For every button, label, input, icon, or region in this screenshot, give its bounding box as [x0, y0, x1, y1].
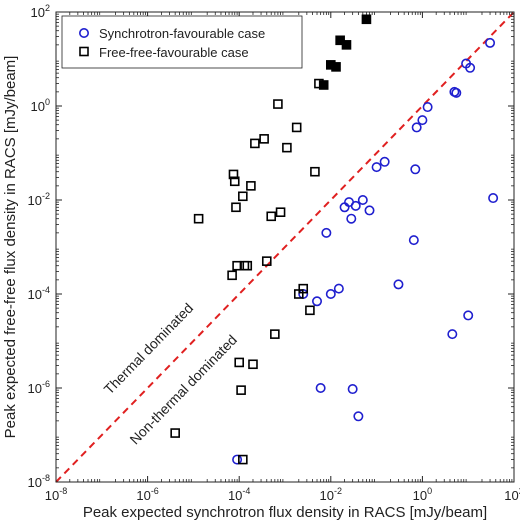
- synchrotron-point: [364, 205, 375, 216]
- synchrotron-point: [333, 283, 344, 294]
- legend-marker-freefree: [79, 46, 89, 57]
- synchrotron-point: [417, 115, 428, 126]
- synchrotron-point: [451, 87, 462, 98]
- free-free-point: [305, 305, 315, 316]
- synchrotron-point: [488, 193, 499, 204]
- synchrotron-point: [312, 296, 323, 307]
- legend-label-synchrotron: Synchrotron-favourable case: [99, 26, 265, 41]
- free-free-point: [170, 428, 180, 438]
- free-free-point: [231, 202, 241, 213]
- free-free-point: [275, 207, 286, 218]
- free-free-point: [236, 385, 246, 395]
- free-free-point: [273, 99, 283, 109]
- free-free-point: [246, 181, 256, 191]
- free-free-point: [238, 454, 248, 465]
- synchrotron-point: [350, 200, 361, 211]
- free-free-point: [298, 283, 309, 294]
- y-tick-label: 10-2: [28, 191, 50, 208]
- free-free-point-filled: [318, 80, 329, 90]
- ticks-layer: 10-8 10-6 10-4 10-2 100 102 10-8 10-6 10-4 10-2 10…: [28, 3, 520, 503]
- synchrotron-point: [465, 62, 476, 73]
- synchrotron-point: [411, 122, 422, 133]
- synchrotron-point: [232, 454, 243, 465]
- reference-line-y-equals-x: [55, 11, 515, 483]
- synchrotron-point: [422, 102, 433, 113]
- legend-marker-synchrotron: [79, 27, 90, 38]
- x-tick-label: 10-2: [320, 486, 342, 503]
- y-axis-label: Peak expected free-free flux density in …: [2, 56, 19, 439]
- free-free-point: [266, 211, 277, 222]
- x-tick-label: 10-4: [228, 486, 250, 503]
- x-tick-label: 10-6: [136, 486, 158, 503]
- synchrotron-point: [315, 382, 326, 393]
- free-free-point-filled: [361, 14, 372, 25]
- y-tick-label: 10-4: [28, 285, 50, 302]
- synchrotron-point: [325, 288, 336, 299]
- y-tick-label: 100: [31, 97, 50, 114]
- x-tick-label: 102: [504, 486, 520, 503]
- synchrotron-point: [353, 411, 364, 422]
- legend-box: [61, 15, 303, 69]
- synchrotron-point: [463, 310, 474, 321]
- free-free-point: [261, 256, 272, 266]
- synchrotron-point: [346, 213, 357, 224]
- synchrotron-point: [347, 384, 358, 395]
- synchrotron-point: [408, 235, 419, 246]
- data-points-layer: [170, 14, 499, 465]
- y-tick-label: 102: [31, 3, 50, 20]
- synchrotron-point: [357, 195, 368, 206]
- legend: Synchrotron-favourable case Free-free-fa…: [61, 15, 303, 69]
- free-free-point: [291, 122, 302, 133]
- free-free-point: [259, 134, 269, 144]
- synchrotron-point: [485, 37, 496, 48]
- synchrotron-point: [447, 329, 458, 340]
- free-free-point: [227, 270, 237, 281]
- free-free-point: [310, 166, 320, 177]
- free-free-point-filled: [341, 40, 352, 50]
- legend-label-freefree: Free-free-favourable case: [99, 45, 249, 60]
- free-free-point: [193, 213, 204, 224]
- free-free-point-filled: [331, 62, 341, 72]
- free-free-point: [229, 176, 240, 187]
- free-free-point: [234, 357, 244, 368]
- synchrotron-point: [410, 164, 421, 175]
- free-free-point: [270, 329, 280, 339]
- x-axis-label: Peak expected synchrotron flux density i…: [83, 504, 487, 521]
- free-free-point: [242, 260, 253, 271]
- synchrotron-point: [321, 227, 332, 238]
- x-tick-label: 10-8: [45, 486, 67, 503]
- synchrotron-point: [393, 279, 404, 290]
- reference-line-layer: [55, 11, 515, 483]
- free-free-point: [282, 142, 292, 153]
- free-free-point: [238, 191, 248, 202]
- free-free-point: [248, 359, 258, 370]
- synchrotron-point: [371, 162, 382, 173]
- free-free-point: [228, 169, 239, 180]
- synchrotron-point: [379, 156, 390, 167]
- free-free-point: [250, 138, 260, 149]
- y-tick-label: 10-8: [28, 473, 50, 490]
- y-tick-label: 10-6: [28, 379, 50, 396]
- x-tick-label: 100: [413, 486, 432, 503]
